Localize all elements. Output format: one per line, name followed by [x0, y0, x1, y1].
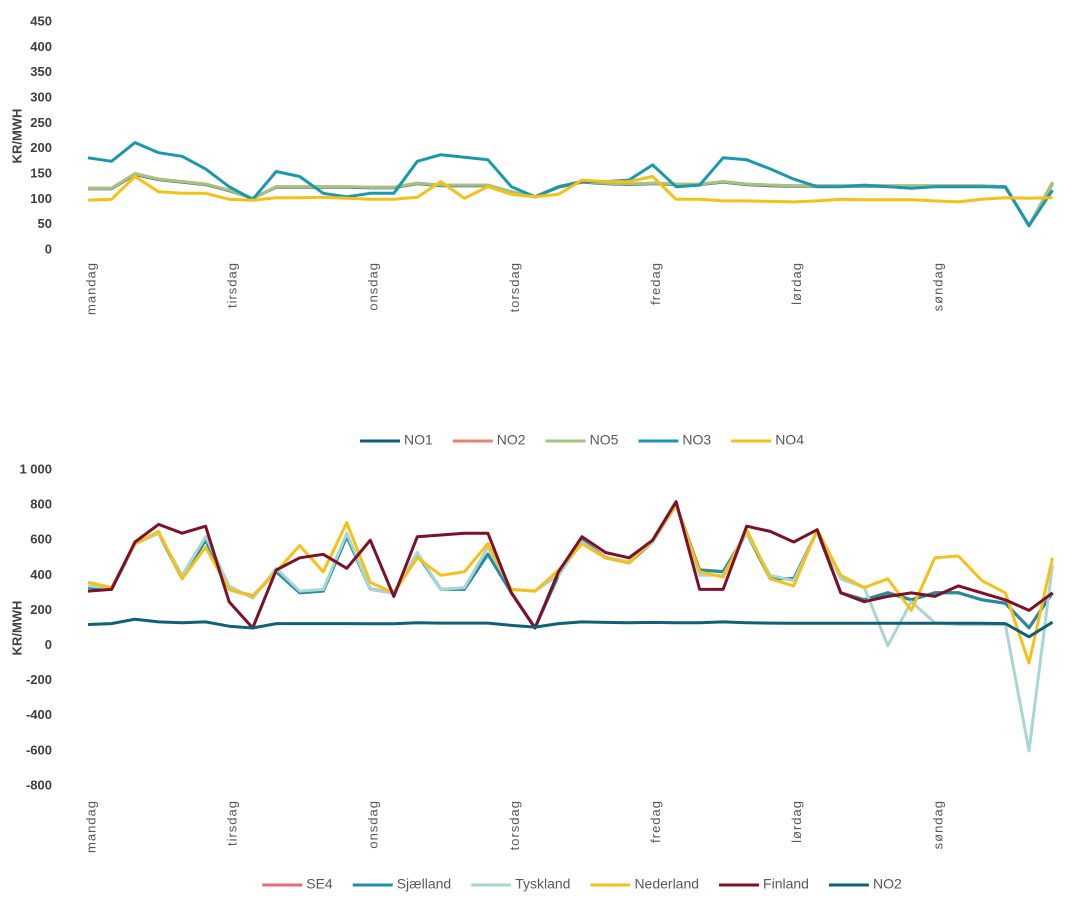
x-tick-label: torsdag [507, 800, 522, 850]
y-tick-label: 0 [45, 241, 52, 256]
y-tick-label: 450 [30, 13, 52, 28]
legend-label: NO5 [590, 432, 619, 448]
y-tick-label: 800 [30, 497, 52, 512]
series-line [87, 175, 1053, 204]
x-tick-label: lørdag [789, 262, 804, 305]
y-tick-label: 0 [45, 637, 52, 652]
series-line [87, 503, 1054, 665]
y-tick-label: 300 [30, 89, 52, 104]
legend-label: Tyskland [515, 876, 570, 892]
y-axis-title: KR/MWH [9, 109, 24, 164]
legend-label: SE4 [306, 876, 333, 892]
x-tick-label: mandag [83, 800, 98, 853]
series-line [87, 141, 1054, 228]
x-tick-label: fredag [648, 800, 663, 843]
x-tick-label: lørdag [789, 800, 804, 843]
legend-label: Finland [763, 876, 809, 892]
y-tick-label: -400 [26, 707, 52, 722]
y-tick-label: 150 [30, 165, 52, 180]
legend-label: NO3 [682, 432, 711, 448]
legend-label: NO1 [404, 432, 433, 448]
x-tick-label: mandag [83, 262, 98, 315]
y-tick-label: 200 [30, 140, 52, 155]
x-tick-label: torsdag [507, 262, 522, 312]
series-line [87, 503, 1054, 753]
y-tick-label: 100 [30, 191, 52, 206]
y-tick-label: -200 [26, 672, 52, 687]
y-tick-label: 400 [30, 567, 52, 582]
y-tick-label: -800 [26, 777, 52, 792]
y-tick-label: 600 [30, 532, 52, 547]
y-tick-label: 200 [30, 602, 52, 617]
x-tick-label: onsdag [366, 800, 381, 849]
legend-label: NO2 [497, 432, 526, 448]
y-axis-title: KR/MWH [9, 601, 24, 656]
y-tick-label: 50 [38, 216, 52, 231]
series-line [87, 500, 1054, 630]
y-tick-label: 250 [30, 115, 52, 130]
x-tick-label: fredag [648, 262, 663, 305]
y-tick-label: 400 [30, 39, 52, 54]
x-tick-label: søndag [930, 800, 945, 849]
legend-label: Sjælland [397, 876, 451, 892]
x-tick-label: søndag [930, 262, 945, 311]
x-tick-label: tirsdag [225, 262, 240, 308]
y-tick-label: 1 000 [19, 461, 52, 476]
legend-label: Nederland [634, 876, 699, 892]
y-tick-label: 350 [30, 64, 52, 79]
x-tick-label: onsdag [366, 262, 381, 311]
legend-label: NO4 [775, 432, 804, 448]
x-tick-label: tirsdag [225, 800, 240, 846]
legend-label: NO2 [873, 876, 902, 892]
y-tick-label: -600 [26, 742, 52, 757]
series-line [87, 617, 1054, 639]
